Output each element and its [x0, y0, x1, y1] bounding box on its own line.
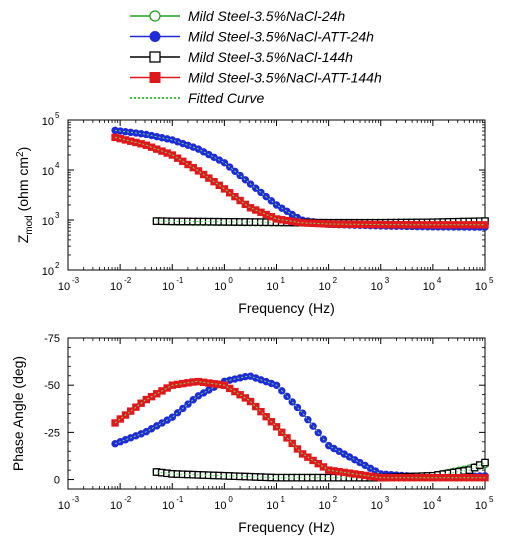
legend-marker: [149, 72, 161, 83]
data-point: [252, 402, 260, 411]
x-tick-exponent: -2: [124, 276, 132, 285]
x-tick-label: 10: [319, 500, 331, 512]
x-tick-exponent: 0: [228, 495, 233, 504]
x-tick-label: 10: [110, 500, 122, 512]
y-tick-label: 10: [42, 166, 54, 178]
legend-label: Mild Steel-3.5%NaCl-ATT-144h: [188, 70, 382, 86]
legend: Mild Steel-3.5%NaCl-24h Mild Steel-3.5%Na…: [130, 8, 382, 106]
phase-angle-plot: 10-310-210-1100101102103104105Frequency …: [10, 333, 494, 535]
x-tick-exponent: 5: [489, 276, 494, 285]
fitted-curve: [114, 380, 485, 479]
y-tick-label: 10: [42, 116, 54, 128]
x-tick-label: 10: [110, 281, 122, 293]
x-tick-label: 10: [371, 500, 383, 512]
series-line: [114, 380, 485, 479]
y-tick-label: 10: [42, 266, 54, 278]
x-tick-exponent: -1: [176, 495, 184, 504]
x-tick-exponent: -3: [72, 276, 80, 285]
x-tick-label: 10: [266, 500, 278, 512]
y-axis-title: Phase Angle (deg): [10, 356, 26, 471]
x-tick-label: 10: [423, 281, 435, 293]
legend-label: Mild Steel-3.5%NaCl-ATT-24h: [188, 29, 374, 45]
legend-label: Fitted Curve: [188, 90, 264, 106]
impedance-modulus-plot: 10-310-210-1100101102103104105Frequency …: [15, 111, 494, 316]
x-tick-exponent: 4: [437, 276, 442, 285]
y-tick-label: -75: [44, 333, 60, 345]
y-axis-title: Zmod (ohm cm2): [15, 147, 35, 244]
x-tick-label: 10: [266, 281, 278, 293]
x-tick-exponent: 5: [489, 495, 494, 504]
x-tick-label: 10: [319, 281, 331, 293]
x-tick-label: 10: [214, 500, 226, 512]
data-point: [283, 207, 291, 216]
legend-marker: [149, 10, 161, 22]
x-tick-exponent: -2: [124, 495, 132, 504]
x-tick-exponent: 1: [281, 276, 286, 285]
data-point: [111, 419, 119, 427]
fitted-curve: [114, 136, 485, 226]
x-tick-exponent: 1: [281, 495, 286, 504]
x-tick-exponent: -1: [176, 276, 184, 285]
data-point: [132, 403, 140, 411]
x-tick-label: 10: [58, 500, 70, 512]
series-line: [115, 129, 486, 228]
legend-label: Mild Steel-3.5%NaCl-24h: [188, 8, 345, 24]
x-axis-title: Frequency (Hz): [238, 519, 334, 535]
data-point: [288, 439, 296, 448]
y-tick-exponent: 4: [55, 161, 60, 170]
data-point: [127, 407, 135, 415]
data-point: [481, 458, 489, 467]
y-tick-label: -25: [44, 427, 60, 439]
x-tick-exponent: -3: [72, 495, 80, 504]
y-tick-exponent: 3: [55, 211, 60, 220]
data-point: [231, 192, 239, 201]
legend-marker: [149, 51, 161, 63]
data-point: [116, 415, 124, 423]
x-tick-exponent: 3: [385, 495, 390, 504]
x-tick-exponent: 3: [385, 276, 390, 285]
x-tick-exponent: 2: [333, 495, 338, 504]
x-tick-label: 10: [58, 281, 70, 293]
data-point: [293, 445, 302, 453]
y-tick-label: 0: [54, 475, 60, 487]
data-point: [283, 434, 291, 442]
x-tick-label: 10: [371, 281, 383, 293]
y-tick-label: 10: [42, 216, 54, 228]
data-point: [272, 201, 281, 209]
x-tick-label: 10: [475, 281, 487, 293]
x-tick-label: 10: [162, 281, 174, 293]
x-tick-exponent: 4: [437, 495, 442, 504]
x-tick-label: 10: [214, 281, 226, 293]
legend-marker: [149, 31, 161, 42]
x-axis-title: Frequency (Hz): [238, 300, 334, 316]
y-tick-exponent: 5: [55, 111, 60, 120]
data-point: [220, 185, 229, 193]
fitted-curve: [115, 129, 486, 228]
legend-label: Mild Steel-3.5%NaCl-144h: [188, 49, 353, 65]
x-tick-exponent: 2: [333, 276, 338, 285]
x-tick-exponent: 0: [228, 276, 233, 285]
fitted-curve: [156, 462, 486, 479]
y-tick-exponent: 2: [55, 261, 60, 270]
data-point: [257, 407, 265, 416]
x-tick-label: 10: [475, 500, 487, 512]
x-tick-label: 10: [423, 500, 435, 512]
y-tick-label: -50: [44, 380, 60, 392]
x-tick-label: 10: [162, 500, 174, 512]
